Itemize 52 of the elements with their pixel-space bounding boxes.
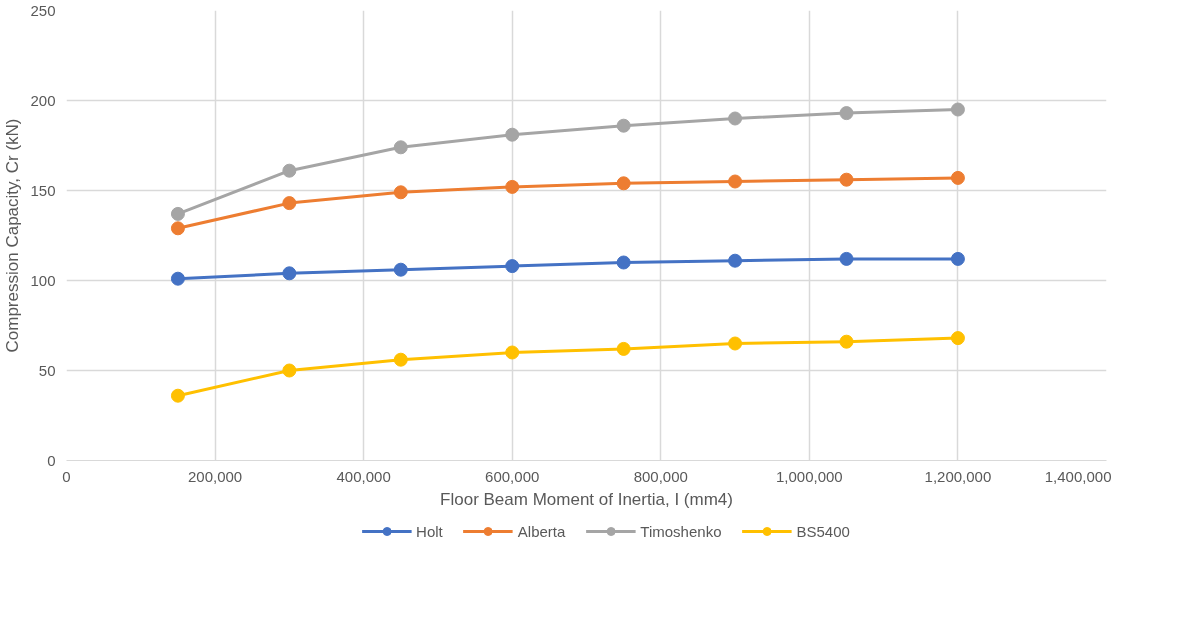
x-tick-label: 400,000 — [336, 467, 391, 485]
y-tick-label: 0 — [47, 451, 56, 469]
point — [393, 262, 408, 277]
point — [282, 196, 297, 211]
x-tick-label: 0 — [62, 467, 71, 485]
point — [282, 363, 297, 378]
x-tick-label: 600,000 — [485, 467, 540, 485]
point — [170, 221, 185, 236]
point — [393, 352, 408, 367]
y-tick-label: 100 — [30, 271, 56, 289]
point — [393, 140, 408, 155]
point — [170, 271, 185, 286]
point — [616, 341, 631, 356]
point — [616, 255, 631, 270]
point — [839, 251, 854, 266]
x-tick-label: 1,200,000 — [924, 467, 992, 485]
point — [505, 259, 520, 274]
legend-label: Timoshenko — [640, 522, 722, 540]
point — [950, 331, 965, 346]
point — [728, 111, 743, 126]
y-tick-label: 150 — [30, 181, 56, 199]
point — [282, 163, 297, 178]
point — [950, 251, 965, 266]
y-tick-label: 50 — [38, 361, 56, 379]
point — [950, 102, 965, 117]
point — [282, 266, 297, 281]
legend-label: Alberta — [517, 522, 566, 540]
point — [839, 172, 854, 187]
point — [950, 170, 965, 185]
point — [616, 118, 631, 133]
y-tick-label: 200 — [30, 91, 56, 109]
point — [505, 127, 520, 142]
point — [170, 388, 185, 403]
point — [170, 206, 185, 221]
legend-label: BS5400 — [796, 522, 850, 540]
point — [728, 174, 743, 189]
point — [505, 345, 520, 360]
legend-label: Holt — [416, 522, 443, 540]
x-tick-label: 1,400,000 — [1044, 467, 1112, 485]
point — [393, 185, 408, 200]
point — [839, 334, 854, 349]
x-tick-label: 200,000 — [187, 467, 243, 485]
point — [505, 179, 520, 194]
point — [616, 176, 631, 191]
x-tick-label: 800,000 — [633, 467, 688, 485]
x-tick-label: 1,000,000 — [775, 467, 843, 485]
point — [728, 253, 743, 268]
y-axis-title: Compression Capacity, Cr (kN) — [3, 118, 23, 353]
point — [839, 106, 854, 121]
x-axis-title: Floor Beam Moment of Inertia, I (mm4) — [440, 489, 733, 509]
point — [728, 336, 743, 351]
y-tick-label: 250 — [30, 1, 56, 19]
